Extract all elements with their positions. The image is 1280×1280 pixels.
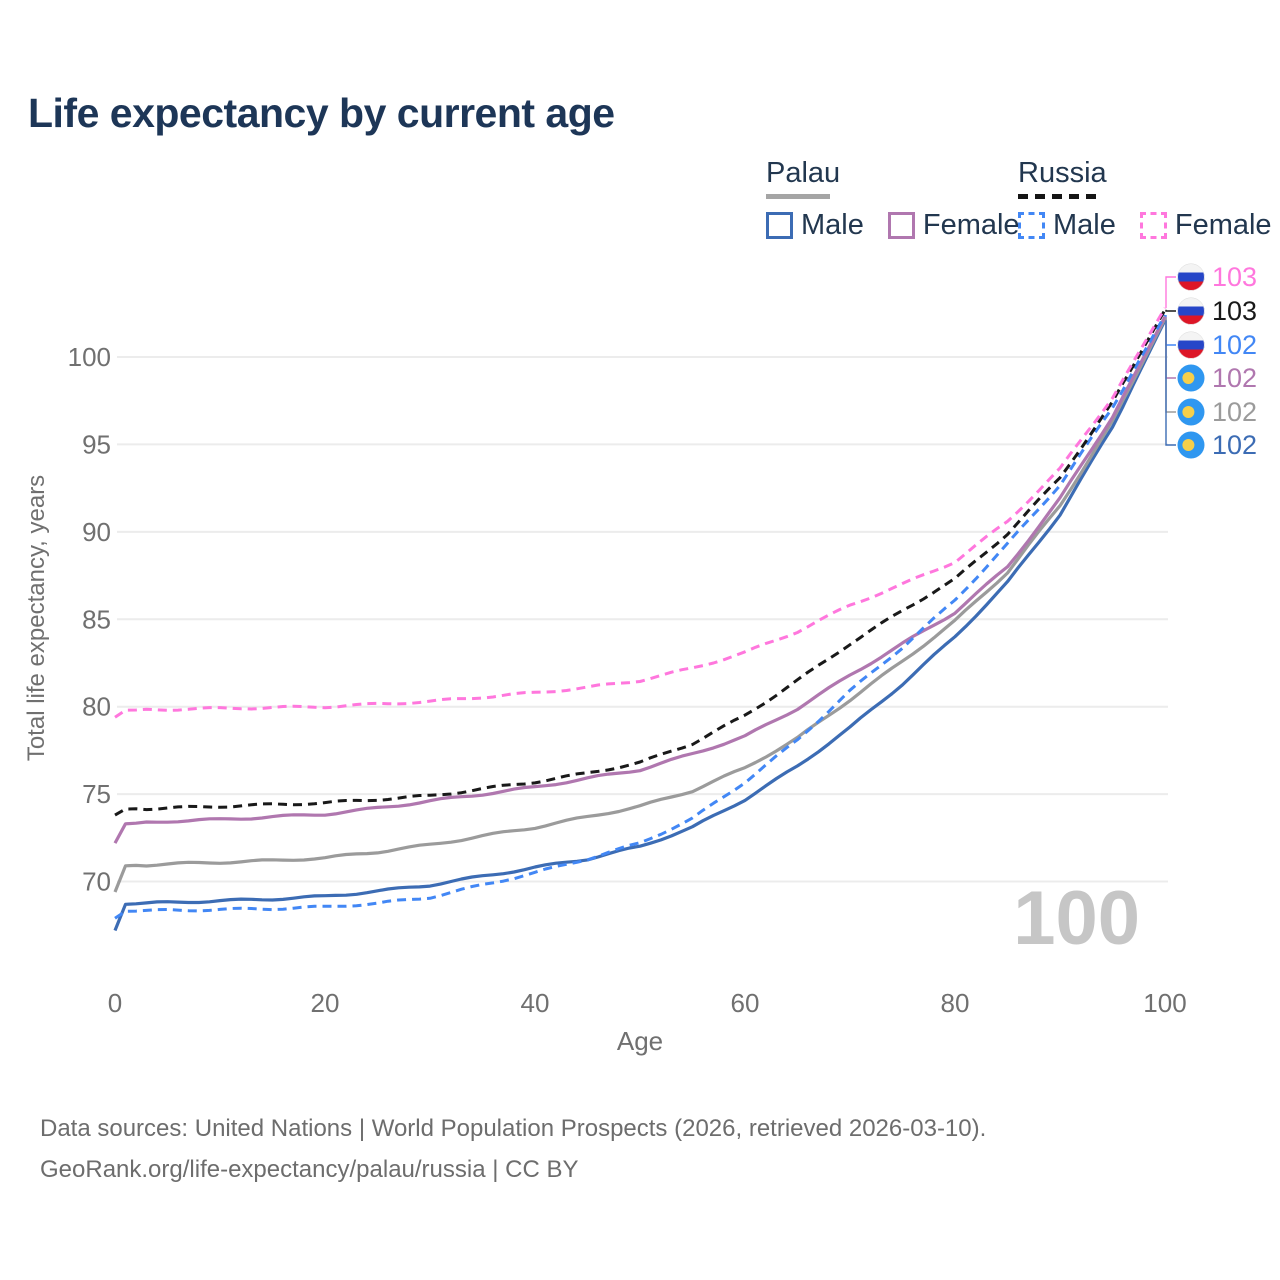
y-tick-70: 70 <box>82 867 111 897</box>
solid-line-swatch-icon <box>887 211 915 239</box>
x-tick-0: 0 <box>108 988 122 1018</box>
series-russia-female-line <box>114 307 1167 719</box>
russia-flag-icon <box>1177 297 1205 325</box>
leader-russia-male <box>1165 315 1176 346</box>
y-tick-85: 85 <box>82 604 111 634</box>
footer-data-sources: Data sources: United Nations | World Pop… <box>40 1115 987 1142</box>
x-tick-100: 100 <box>1143 988 1186 1018</box>
series-russia-male-line <box>114 314 1167 920</box>
palau-flag-icon <box>1177 364 1205 392</box>
x-tick-20: 20 <box>311 988 340 1018</box>
legend-group-palau: Palau Male Female <box>766 157 1044 242</box>
y-tick-80: 80 <box>82 692 111 722</box>
x-tick-40: 40 <box>521 988 550 1018</box>
y-tick-100: 100 <box>68 342 111 372</box>
series-palau-male-line <box>113 319 1167 932</box>
leader-russia-female <box>1165 276 1176 308</box>
y-tick-90: 90 <box>82 517 111 547</box>
palau-flag-icon <box>1177 398 1205 426</box>
end-label-palau-male: 102 <box>1212 430 1257 460</box>
legend-item-label: Female <box>1174 208 1272 241</box>
legend-group-russia-title[interactable]: Russia <box>1018 157 1107 189</box>
legend-item-palau-male[interactable]: Male <box>766 209 864 242</box>
age-counter-watermark: 100 <box>1013 876 1140 961</box>
legend-item-label: Male <box>1053 208 1116 241</box>
x-tick-60: 60 <box>731 988 760 1018</box>
y-tick-75: 75 <box>82 779 111 809</box>
legend-item-palau-female[interactable]: Female <box>887 208 1020 242</box>
end-label-russia-female: 103 <box>1212 262 1257 292</box>
end-label-palau-female: 102 <box>1212 363 1257 393</box>
series-russia-both-sexes-line <box>114 309 1167 817</box>
end-label-russia-both-sexes: 103 <box>1212 296 1257 326</box>
dashed-line-swatch-icon <box>1018 211 1045 239</box>
end-label-palau-both-sexes: 102 <box>1212 397 1257 427</box>
legend-item-label: Female <box>922 208 1020 241</box>
leader-russia-both-sexes <box>1165 309 1176 312</box>
solid-line-swatch-icon <box>766 211 793 239</box>
y-tick-95: 95 <box>82 429 111 459</box>
leader-palau-both-sexes <box>1165 318 1176 413</box>
legend-item-russia-male[interactable]: Male <box>1018 209 1116 242</box>
palau-flag-icon <box>1177 431 1205 459</box>
leader-palau-female <box>1165 316 1176 379</box>
x-axis-title: Age <box>617 1026 663 1056</box>
footer: Data sources: United Nations | World Pop… <box>40 1108 986 1190</box>
legend-group-russia-underline <box>1018 193 1097 199</box>
legend-group-russia: Russia Male Female <box>1018 157 1280 242</box>
legend-group-palau-title[interactable]: Palau <box>766 157 841 189</box>
legend-item-label: Male <box>801 208 864 241</box>
footer-attribution: GeoRank.org/life-expectancy/palau/russia… <box>40 1156 579 1183</box>
leader-palau-male <box>1165 320 1176 446</box>
end-label-russia-male: 102 <box>1212 330 1257 360</box>
russia-flag-icon <box>1177 263 1205 291</box>
dashed-line-swatch-icon <box>1139 211 1167 239</box>
page-title: Life expectancy by current age <box>28 90 615 136</box>
series-palau-female-line <box>113 316 1167 844</box>
legend-group-palau-underline <box>766 193 830 199</box>
x-tick-80: 80 <box>941 988 970 1018</box>
legend-item-russia-female[interactable]: Female <box>1139 208 1272 242</box>
russia-flag-icon <box>1177 331 1205 359</box>
series-palau-both-sexes-line <box>113 317 1167 893</box>
y-axis-title: Total life expectancy, years <box>23 475 50 761</box>
